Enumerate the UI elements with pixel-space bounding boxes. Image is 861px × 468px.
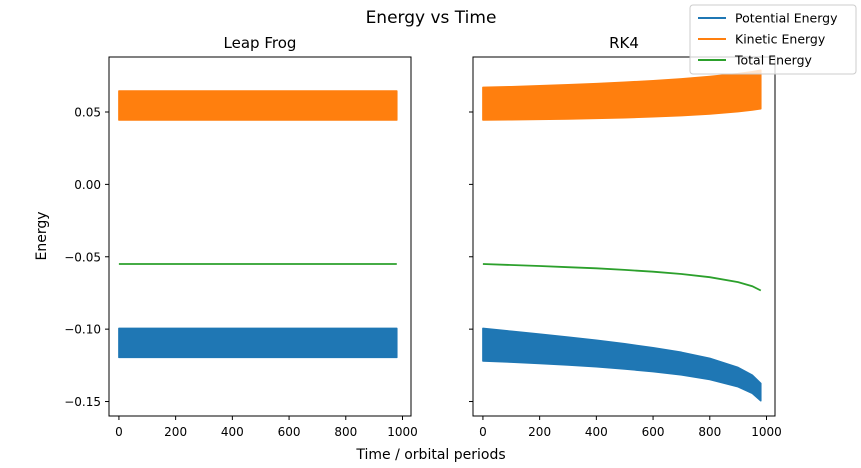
- rk4-potential-energy-band: [482, 327, 762, 402]
- x-axis-label: Time / orbital periods: [355, 447, 505, 463]
- leapfrog-x-tick-label: 200: [164, 425, 187, 439]
- rk4-x-tick-label: 0: [479, 425, 487, 439]
- leapfrog-y-tick-label: 0.05: [74, 106, 101, 120]
- legend-label-potential: Potential Energy: [735, 11, 838, 26]
- leapfrog-x-tick-label: 400: [221, 425, 244, 439]
- leapfrog-panel: Leap Frog 0 200 400 600 800 1000 0.05 0.00 −0.05…: [64, 34, 418, 439]
- rk4-x-tick-label: 200: [528, 425, 551, 439]
- leapfrog-x-tick-label: 800: [334, 425, 357, 439]
- rk4-axes-frame: [472, 56, 776, 417]
- leapfrog-title: Leap Frog: [224, 34, 297, 52]
- legend-label-total: Total Energy: [734, 53, 813, 68]
- leapfrog-y-tick-label: 0.00: [74, 178, 101, 192]
- legend-box: [689, 4, 857, 75]
- leapfrog-y-tick-label: −0.15: [64, 395, 101, 409]
- leapfrog-axes-frame: [108, 56, 412, 417]
- figure-suptitle: Energy vs Time: [366, 8, 497, 28]
- legend: Potential Energy Kinetic Energy Total En…: [689, 4, 857, 75]
- rk4-plot-area: [482, 69, 762, 402]
- rk4-kinetic-energy-band: [482, 69, 762, 121]
- leapfrog-kinetic-energy-band: [118, 90, 398, 121]
- legend-label-kinetic: Kinetic Energy: [735, 32, 826, 47]
- rk4-x-tick-label: 400: [585, 425, 608, 439]
- rk4-x-tick-label: 800: [698, 425, 721, 439]
- leapfrog-x-tick-label: 0: [115, 425, 123, 439]
- rk4-panel: RK4 0 200 400 600 800 1000: [469, 34, 782, 439]
- leapfrog-potential-energy-band: [118, 327, 398, 359]
- rk4-total-energy-line: [482, 263, 762, 292]
- rk4-x-tick-label: 600: [642, 425, 665, 439]
- y-axis-label: Energy: [34, 211, 50, 260]
- leapfrog-y-tick-label: −0.05: [64, 250, 101, 264]
- leapfrog-plot-area: [118, 90, 398, 359]
- leapfrog-x-tick-label: 1000: [387, 425, 418, 439]
- leapfrog-y-tick-label: −0.10: [64, 323, 101, 337]
- rk4-x-tick-label: 1000: [751, 425, 782, 439]
- leapfrog-x-tick-label: 600: [278, 425, 301, 439]
- rk4-title: RK4: [609, 34, 639, 52]
